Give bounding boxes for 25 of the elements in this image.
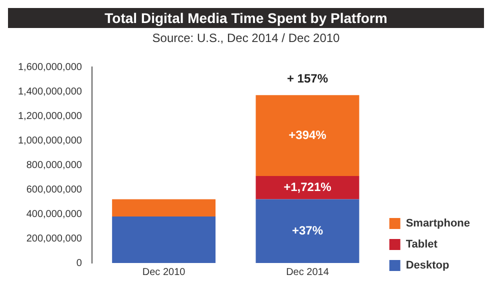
- legend-label: Desktop: [406, 260, 450, 272]
- legend-label: Tablet: [406, 238, 438, 251]
- chart-subtitle: Source: U.S., Dec 2014 / Dec 2010: [151, 31, 341, 45]
- y-tick-label: 1,400,000,000: [18, 86, 82, 98]
- bar: [112, 199, 216, 216]
- bar: [256, 199, 360, 263]
- bar: [256, 95, 360, 176]
- bar: [256, 176, 360, 200]
- legend-label: Smartphone: [406, 218, 470, 230]
- annotation: +394%: [288, 128, 327, 142]
- y-tick-label: 800,000,000: [26, 160, 82, 171]
- x-tick-label: Dec 2010: [142, 266, 186, 278]
- y-tick-label: 1,000,000,000: [18, 135, 82, 146]
- y-tick-label: 1,600,000,000: [18, 62, 82, 73]
- chart-title: Total Digital Media Time Spent by Platform: [8, 8, 484, 28]
- annotation: +37%: [292, 223, 324, 238]
- y-tick-label: 200,000,000: [26, 233, 82, 244]
- y-tick-label: 0: [76, 258, 82, 269]
- y-tick-label: 600,000,000: [26, 184, 82, 196]
- annotation: +1,721%: [284, 180, 332, 194]
- y-tick-label: 1,200,000,000: [18, 110, 82, 122]
- annotation: + 157%: [286, 71, 328, 86]
- bar: [112, 216, 216, 263]
- x-tick-label: Dec 2014: [286, 266, 330, 278]
- y-tick-label: 400,000,000: [26, 208, 82, 220]
